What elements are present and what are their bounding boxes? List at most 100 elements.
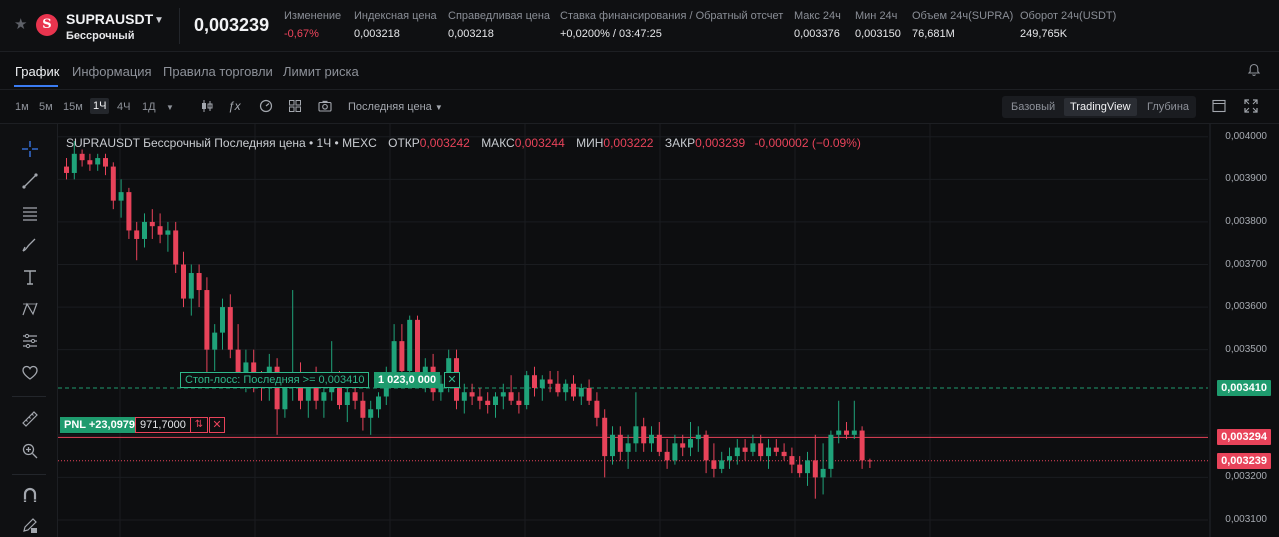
stat-label: Макс 24ч (794, 10, 841, 22)
layout-grid-icon[interactable] (288, 99, 302, 113)
timeframe-more-chevron-icon[interactable]: ▼ (166, 103, 174, 112)
candle-body (305, 387, 311, 401)
favorite-star-icon[interactable]: ★ (14, 16, 28, 33)
tab-risk-limit[interactable]: Лимит риска (283, 64, 359, 79)
ruler-icon[interactable] (21, 410, 39, 428)
last-price: 0,003239 (194, 15, 270, 35)
stat-value: 0,003376 (794, 28, 840, 40)
candle-body (407, 319, 413, 371)
fullscreen-icon[interactable] (1244, 99, 1258, 113)
candle-body (422, 366, 428, 376)
stat-change: Изменение -0,67% (284, 10, 341, 40)
candlestick-chart-canvas[interactable] (58, 124, 1279, 537)
text-tool-icon[interactable] (21, 268, 39, 286)
symbol-dropdown-chevron-icon[interactable]: ▼ (154, 15, 164, 26)
symbol-name[interactable]: SUPRAUSDT (66, 11, 154, 27)
candle-body (781, 451, 787, 457)
candle-body (212, 332, 218, 350)
candle-body (126, 192, 132, 231)
timeframe-1d[interactable]: 1Д (142, 101, 156, 113)
brush-icon[interactable] (21, 236, 39, 254)
candle-body (703, 434, 709, 461)
indicators-fx-icon[interactable]: ƒx (228, 99, 241, 113)
candle-body (181, 264, 186, 299)
candle-body (844, 430, 849, 435)
candle-body (547, 379, 553, 384)
stop-loss-price-tag: 0,003410 (1217, 379, 1271, 396)
candle-body (485, 400, 491, 406)
heart-icon[interactable] (21, 364, 39, 382)
candle-body (508, 392, 514, 401)
stop-loss-order-label[interactable]: Стоп-лосс: Последняя >= 0,003410 (180, 372, 370, 388)
candle-body (477, 396, 483, 401)
candle-body (516, 400, 522, 406)
horizontal-lines-icon[interactable] (21, 204, 39, 222)
stat-volume-24h: Объем 24ч(SUPRA) 76,681M (912, 10, 1013, 40)
trend-line-icon[interactable] (21, 172, 39, 190)
tab-info[interactable]: Информация (72, 64, 152, 79)
stat-value: 0,003218 (354, 28, 400, 40)
reverse-position-icon[interactable]: ⇅ (190, 417, 208, 433)
tab-trading-rules[interactable]: Правила торговли (163, 64, 273, 79)
close-position-close-icon[interactable]: ✕ (209, 417, 225, 433)
candle-body (500, 392, 506, 397)
tab-chart[interactable]: График (15, 64, 60, 79)
view-basic[interactable]: Базовый (1011, 101, 1056, 113)
timeframe-1h[interactable]: 1Ч (90, 98, 110, 114)
price-type-chevron-icon: ▼ (434, 103, 443, 112)
candle-body (742, 447, 748, 452)
candle-body (469, 392, 475, 397)
position-pnl[interactable]: PNL +23,0979 (60, 417, 140, 433)
camera-icon[interactable] (318, 99, 332, 113)
timeframe-5m[interactable]: 5м (39, 101, 53, 113)
candle-body (196, 273, 202, 291)
gauge-icon[interactable] (259, 99, 273, 113)
candle-body (376, 396, 381, 410)
candle-body (399, 341, 405, 371)
candle-body (461, 392, 467, 401)
chart-tabs: График Информация Правила торговли Лимит… (0, 52, 1279, 90)
candle-body (149, 221, 155, 227)
measure-settings-icon[interactable] (21, 332, 39, 350)
candle-body (71, 153, 77, 173)
legend-high-label: МАКС (481, 136, 515, 150)
candle-body (165, 230, 171, 235)
zoom-in-icon[interactable] (21, 442, 39, 460)
bell-icon[interactable] (1247, 63, 1261, 77)
candle-body (820, 468, 826, 478)
legend-change: -0,000002 (−0.09%) (754, 136, 861, 150)
stat-label: Мин 24ч (855, 10, 898, 22)
candle-body (415, 319, 420, 376)
price-type-select[interactable]: Последняя цена ▼ (348, 101, 443, 113)
stat-low-24h: Мин 24ч 0,003150 (855, 10, 901, 40)
entry-price-tag: 0,003294 (1217, 429, 1271, 446)
chart-legend: SUPRAUSDT Бессрочный Последняя цена • 1Ч… (66, 136, 861, 150)
magnet-icon[interactable] (21, 486, 39, 504)
candle-body (173, 230, 179, 265)
candle-body (79, 153, 85, 161)
active-tab-indicator (14, 85, 58, 87)
timeframe-1m[interactable]: 1м (15, 101, 29, 113)
candle-body (243, 362, 249, 376)
cancel-stop-loss-close-icon[interactable]: ✕ (444, 372, 460, 388)
timeframe-15m[interactable]: 15м (63, 101, 83, 113)
price-chart[interactable]: SUPRAUSDT Бессрочный Последняя цена • 1Ч… (58, 124, 1279, 537)
stop-loss-quantity[interactable]: 1 023,0 000 (374, 372, 441, 388)
legend-high-value: 0,003244 (514, 136, 565, 150)
panel-layout-icon[interactable] (1212, 99, 1226, 113)
position-quantity[interactable]: 971,7000 (135, 417, 191, 433)
candle-body (836, 430, 842, 435)
candle-type-icon[interactable] (200, 99, 214, 113)
timeframe-4h[interactable]: 4Ч (117, 101, 131, 113)
candle-body (204, 290, 210, 350)
candle-body (867, 460, 873, 462)
candle-body (555, 383, 561, 393)
view-depth[interactable]: Глубина (1147, 101, 1190, 113)
view-tradingview[interactable]: TradingView (1064, 98, 1137, 116)
last-price-tag: 0,003239 (1217, 452, 1271, 469)
pencil-lock-icon[interactable] (21, 516, 39, 534)
candle-body (321, 392, 327, 401)
crosshair-icon[interactable] (21, 140, 39, 158)
pattern-icon[interactable] (21, 300, 39, 318)
stat-turnover-24h: Оборот 24ч(USDT) 249,765K (1020, 10, 1116, 40)
